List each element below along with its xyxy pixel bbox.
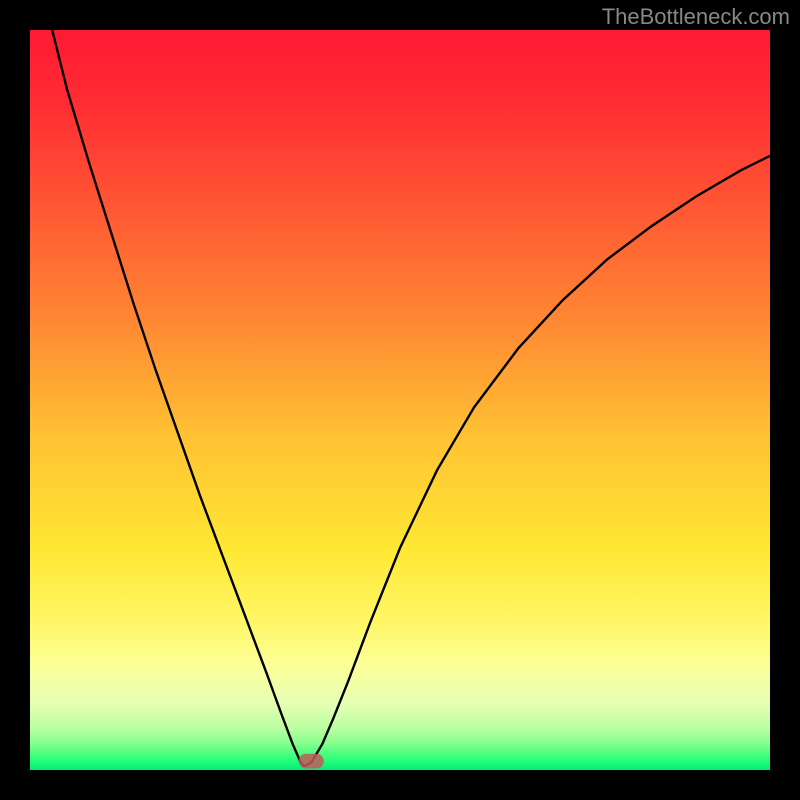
gradient-background (30, 30, 770, 770)
optimum-marker (299, 754, 324, 769)
plot-area (30, 30, 770, 770)
chart-svg (30, 30, 770, 770)
watermark-text: TheBottleneck.com (602, 4, 790, 30)
chart-container: TheBottleneck.com (0, 0, 800, 800)
